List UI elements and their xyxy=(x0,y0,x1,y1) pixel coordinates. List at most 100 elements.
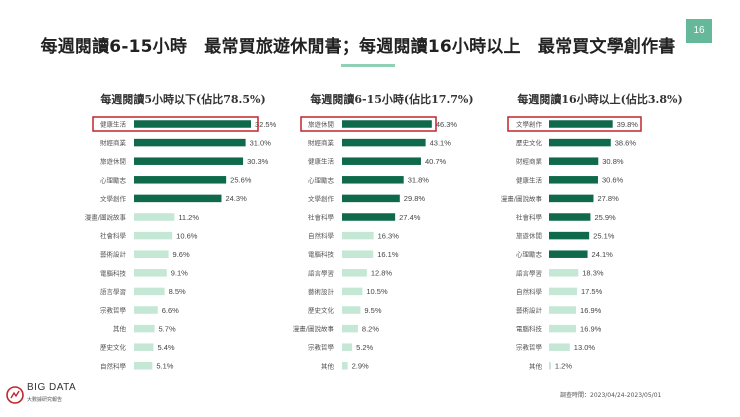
survey-date: 調查時間：2023/04/24-2023/05/01 xyxy=(560,392,662,399)
category-label: 漫畫/圖說故事 xyxy=(501,194,543,203)
value-label: 31.8% xyxy=(408,176,430,185)
bar xyxy=(342,120,432,128)
value-label: 9.1% xyxy=(171,269,188,278)
bar xyxy=(342,250,374,258)
value-label: 5.4% xyxy=(157,343,174,352)
bar xyxy=(134,269,167,277)
category-label: 藝術設計 xyxy=(308,287,335,296)
category-label: 自然科學 xyxy=(516,287,543,296)
bar xyxy=(134,343,154,351)
category-label: 藝術設計 xyxy=(100,250,127,259)
category-label: 旅遊休閒 xyxy=(308,120,334,129)
value-label: 27.8% xyxy=(597,194,619,203)
bar xyxy=(549,287,577,296)
category-label: 藝術設計 xyxy=(516,306,543,315)
value-label: 1.2% xyxy=(555,362,572,371)
category-label: 社會科學 xyxy=(516,213,543,222)
value-label: 25.6% xyxy=(230,176,252,185)
logo-subtext: 大數據研究報告 xyxy=(27,397,63,403)
bar xyxy=(342,176,404,184)
value-label: 30.8% xyxy=(602,157,624,166)
bar xyxy=(342,213,396,221)
bar xyxy=(134,176,227,184)
bar xyxy=(342,269,367,277)
chart-group-2: 每週閱讀6-15小時(佔比17.7%) 旅遊休閒 46.3% 財經商業 43.1% 健康生… xyxy=(293,92,474,371)
category-label: 社會科學 xyxy=(308,213,335,222)
bar xyxy=(134,306,158,314)
category-label: 旅遊休閒 xyxy=(100,157,126,166)
bar xyxy=(134,138,246,147)
value-label: 18.3% xyxy=(582,269,604,278)
category-label: 語言學習 xyxy=(100,287,126,296)
bar xyxy=(342,138,426,147)
category-label: 歷史文化 xyxy=(516,138,543,147)
bar xyxy=(342,343,353,351)
value-label: 25.1% xyxy=(593,231,615,240)
category-label: 文學創作 xyxy=(308,194,335,203)
bar xyxy=(549,306,577,314)
value-label: 40.7% xyxy=(425,157,447,166)
value-label: 24.1% xyxy=(592,250,614,259)
category-label: 其他 xyxy=(113,324,127,333)
bar xyxy=(549,157,599,165)
value-label: 30.6% xyxy=(602,176,624,185)
bar xyxy=(134,362,153,370)
value-label: 10.6% xyxy=(176,231,198,240)
bar xyxy=(549,138,611,147)
bar xyxy=(549,250,588,258)
chart-title: 每週閱讀5小時以下(佔比78.5%) xyxy=(100,92,265,106)
category-label: 語言學習 xyxy=(308,268,334,277)
title-underline xyxy=(341,64,395,67)
value-label: 25.9% xyxy=(594,213,616,222)
value-label: 16.9% xyxy=(580,306,602,315)
category-label: 宗教哲學 xyxy=(308,343,335,352)
page-number: 16 xyxy=(686,19,712,43)
value-label: 12.8% xyxy=(371,269,393,278)
bar xyxy=(134,287,165,296)
value-label: 13.0% xyxy=(574,343,596,352)
category-label: 語言學習 xyxy=(516,268,542,277)
highlight-box xyxy=(92,116,259,132)
value-label: 11.2% xyxy=(178,213,199,222)
value-label: 9.6% xyxy=(173,250,190,259)
category-label: 文學創作 xyxy=(100,194,127,203)
value-label: 46.3% xyxy=(436,120,458,129)
value-label: 16.3% xyxy=(378,231,400,240)
bar xyxy=(549,343,570,351)
bar xyxy=(549,362,551,370)
bar xyxy=(549,269,579,277)
bar xyxy=(549,231,590,240)
category-label: 心理勵志 xyxy=(516,250,543,259)
value-label: 27.4% xyxy=(399,213,421,222)
category-label: 心理勵志 xyxy=(100,175,127,184)
bar xyxy=(342,306,361,314)
category-label: 財經商業 xyxy=(516,157,543,166)
logo-icon xyxy=(6,386,24,404)
bar xyxy=(342,362,348,370)
value-label: 16.9% xyxy=(580,324,602,333)
category-label: 電腦科技 xyxy=(308,250,335,259)
category-label: 健康生活 xyxy=(100,120,127,129)
category-label: 漫畫/圖說故事 xyxy=(293,324,335,333)
bar xyxy=(549,324,577,333)
bar xyxy=(549,120,613,128)
chart-group-3: 每週閱讀16小時以上(佔比3.8%) 文學創作 39.8% 歷史文化 38.6% 財經商業… xyxy=(501,92,683,371)
value-label: 16.1% xyxy=(377,250,399,259)
category-label: 電腦科技 xyxy=(516,324,543,333)
bar xyxy=(342,194,400,203)
bar xyxy=(134,213,175,221)
category-label: 自然科學 xyxy=(308,231,335,240)
value-label: 38.6% xyxy=(615,138,637,147)
value-label: 29.8% xyxy=(404,194,426,203)
value-label: 5.1% xyxy=(156,362,173,371)
category-label: 健康生活 xyxy=(308,157,335,166)
category-label: 宗教哲學 xyxy=(516,343,543,352)
value-label: 2.9% xyxy=(352,362,369,371)
value-label: 8.5% xyxy=(169,287,186,296)
category-label: 文學創作 xyxy=(516,120,543,129)
value-label: 17.5% xyxy=(581,287,603,296)
highlight-box xyxy=(300,116,437,132)
value-label: 6.6% xyxy=(162,306,179,315)
value-label: 31.0% xyxy=(250,138,272,147)
category-label: 歷史文化 xyxy=(308,306,335,315)
